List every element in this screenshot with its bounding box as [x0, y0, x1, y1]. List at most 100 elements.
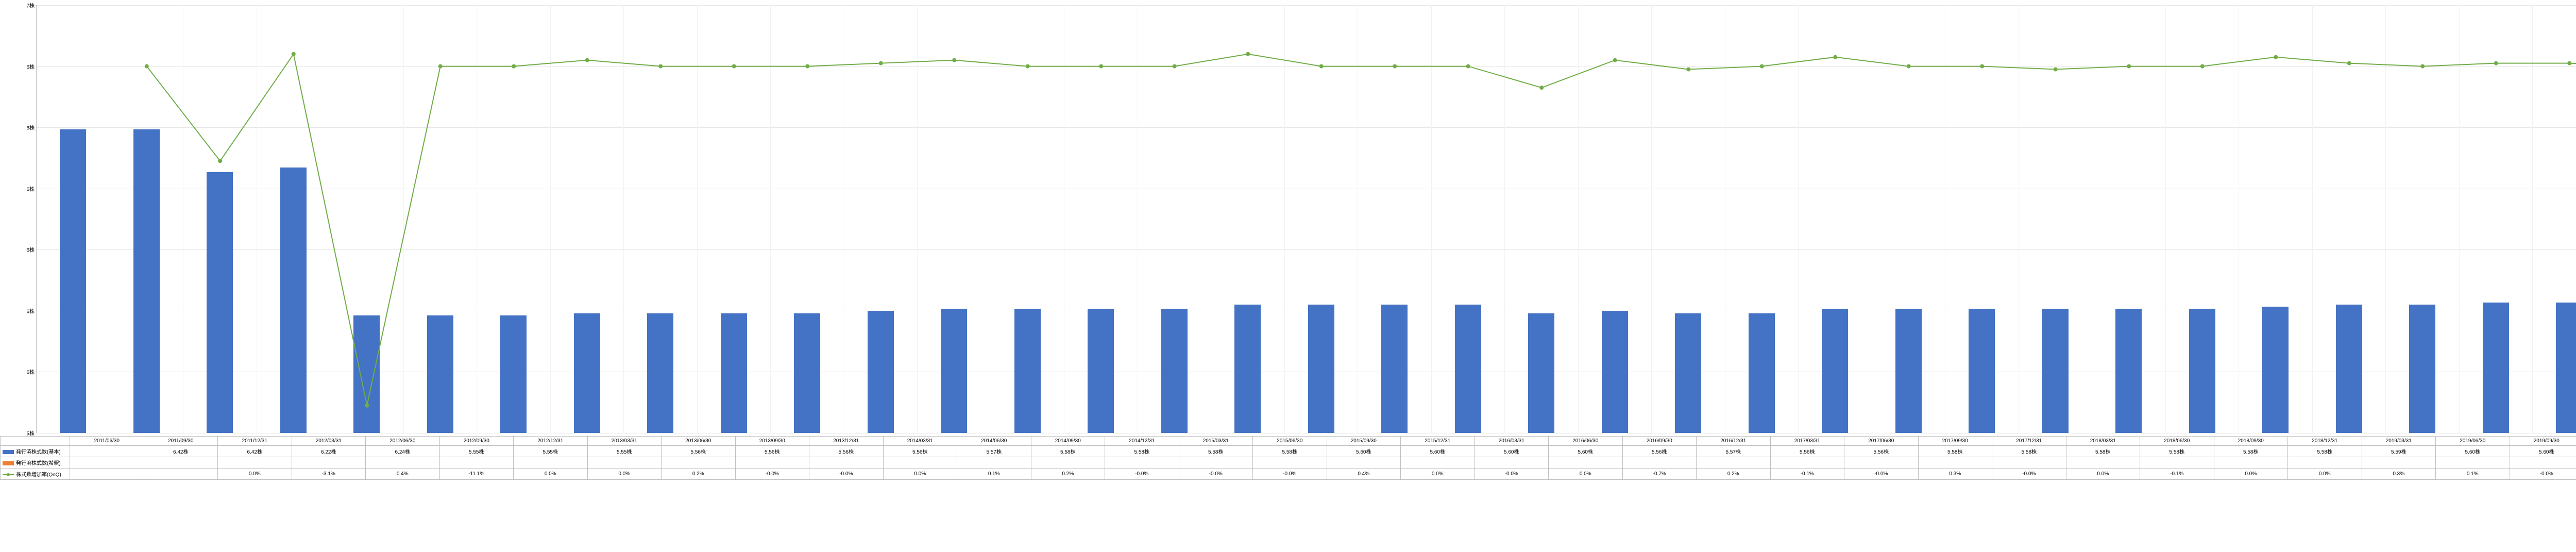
table-col-header: 2015/09/30 — [1327, 437, 1401, 446]
table-cell — [1622, 457, 1697, 469]
table-col-header: 2016/09/30 — [1622, 437, 1697, 446]
table-cell: -0.0% — [2510, 469, 2576, 480]
table-cell — [292, 457, 366, 469]
y-left-tick: 6株 — [26, 62, 37, 70]
growth-marker — [1686, 68, 1690, 72]
table-cell — [809, 457, 884, 469]
table-cell — [735, 457, 809, 469]
table-col-header: 2012/06/30 — [366, 437, 440, 446]
table-cell — [883, 457, 957, 469]
table-col-header: 2019/06/30 — [2436, 437, 2510, 446]
table-cell — [1327, 457, 1401, 469]
table-cell — [366, 457, 440, 469]
growth-marker — [2420, 64, 2425, 69]
table-cell — [1401, 457, 1475, 469]
table-cell — [2288, 457, 2362, 469]
table-cell: 5.60株 — [1549, 446, 1623, 457]
table-cell: 0.0% — [218, 469, 292, 480]
table-col-header: 2015/06/30 — [1253, 437, 1327, 446]
table-cell — [1475, 457, 1549, 469]
table-cell: 0.0% — [2288, 469, 2362, 480]
y-left-tick: 7株 — [26, 2, 37, 9]
table-col-header: 2019/09/30 — [2510, 437, 2576, 446]
growth-marker — [292, 52, 296, 56]
table-cell: 0.4% — [366, 469, 440, 480]
table-cell: -0.1% — [1770, 469, 1844, 480]
table-col-header: 2013/12/31 — [809, 437, 884, 446]
table-cell: -0.0% — [1844, 469, 1919, 480]
growth-marker — [2054, 68, 2058, 72]
table-cell: 5.58株 — [1031, 446, 1105, 457]
table-cell: 5.55株 — [514, 446, 588, 457]
table-cell: 5.59株 — [2362, 446, 2436, 457]
table-cell: -3.1% — [292, 469, 366, 480]
table-cell: 0.0% — [587, 469, 662, 480]
growth-marker — [658, 64, 663, 69]
table-cell: 0.0% — [1549, 469, 1623, 480]
growth-marker — [805, 64, 809, 69]
growth-marker — [1099, 64, 1103, 69]
table-cell: 5.56株 — [662, 446, 736, 457]
table-cell — [70, 446, 144, 457]
growth-marker — [2127, 64, 2131, 69]
table-cell — [144, 457, 218, 469]
chart-wrapper: 5株6株6株6株6株6株6株7株2.00%0.00%-2.00%-4.00%-6… — [0, 0, 2576, 552]
growth-marker — [218, 159, 222, 163]
table-cell — [1918, 457, 1992, 469]
table-col-header: 2015/03/31 — [1179, 437, 1253, 446]
table-cell: 5.55株 — [439, 446, 514, 457]
table-cell: -0.0% — [1253, 469, 1327, 480]
growth-marker — [1760, 64, 1764, 69]
table-cell: 0.2% — [1031, 469, 1105, 480]
table-col-header: 2014/09/30 — [1031, 437, 1105, 446]
table-cell: 5.56株 — [1844, 446, 1919, 457]
table-cell: 0.3% — [2362, 469, 2436, 480]
table-col-header: 2012/09/30 — [439, 437, 514, 446]
table-cell: 6.24株 — [366, 446, 440, 457]
table-cell: -0.0% — [809, 469, 884, 480]
table-col-header: 2013/06/30 — [662, 437, 736, 446]
table-col-header: 2018/12/31 — [2288, 437, 2362, 446]
growth-marker — [1393, 64, 1397, 69]
table-cell: 5.58株 — [1253, 446, 1327, 457]
growth-marker — [732, 64, 736, 69]
table-cell: 6.42株 — [218, 446, 292, 457]
table-cell: 5.58株 — [1179, 446, 1253, 457]
y-left-tick: 6株 — [26, 246, 37, 254]
growth-marker — [585, 58, 589, 62]
table-cell: 5.57株 — [1697, 446, 1771, 457]
table-cell: 0.0% — [883, 469, 957, 480]
table-cell: 5.58株 — [1918, 446, 1992, 457]
growth-marker — [512, 64, 516, 69]
table-cell — [439, 457, 514, 469]
table-cell: -0.0% — [1475, 469, 1549, 480]
table-cell — [587, 457, 662, 469]
table-cell: -0.1% — [2140, 469, 2214, 480]
table-cell — [2066, 457, 2140, 469]
table-cell: 5.56株 — [883, 446, 957, 457]
table-col-header: 2019/03/31 — [2362, 437, 2436, 446]
table-col-header: 2014/03/31 — [883, 437, 957, 446]
table-cell — [218, 457, 292, 469]
table-cell: 5.58株 — [1105, 446, 1179, 457]
table-cell — [1179, 457, 1253, 469]
growth-marker — [2274, 55, 2278, 59]
table-cell — [1770, 457, 1844, 469]
table-cell — [1992, 457, 2066, 469]
y-left-tick: 6株 — [26, 307, 37, 314]
table-cell: 5.60株 — [1475, 446, 1549, 457]
y-left-tick: 6株 — [26, 185, 37, 192]
table-cell — [70, 457, 144, 469]
growth-marker — [1539, 86, 1544, 90]
table-col-header: 2013/03/31 — [587, 437, 662, 446]
table-cell: 6.42株 — [144, 446, 218, 457]
table-cell — [514, 457, 588, 469]
table-cell: 6.22株 — [292, 446, 366, 457]
table-corner — [1, 437, 70, 446]
table-cell: 0.2% — [1697, 469, 1771, 480]
table-cell: -0.0% — [735, 469, 809, 480]
table-col-header: 2012/12/31 — [514, 437, 588, 446]
table-cell: -11.1% — [439, 469, 514, 480]
table-cell — [2436, 457, 2510, 469]
table-cell: 0.2% — [662, 469, 736, 480]
